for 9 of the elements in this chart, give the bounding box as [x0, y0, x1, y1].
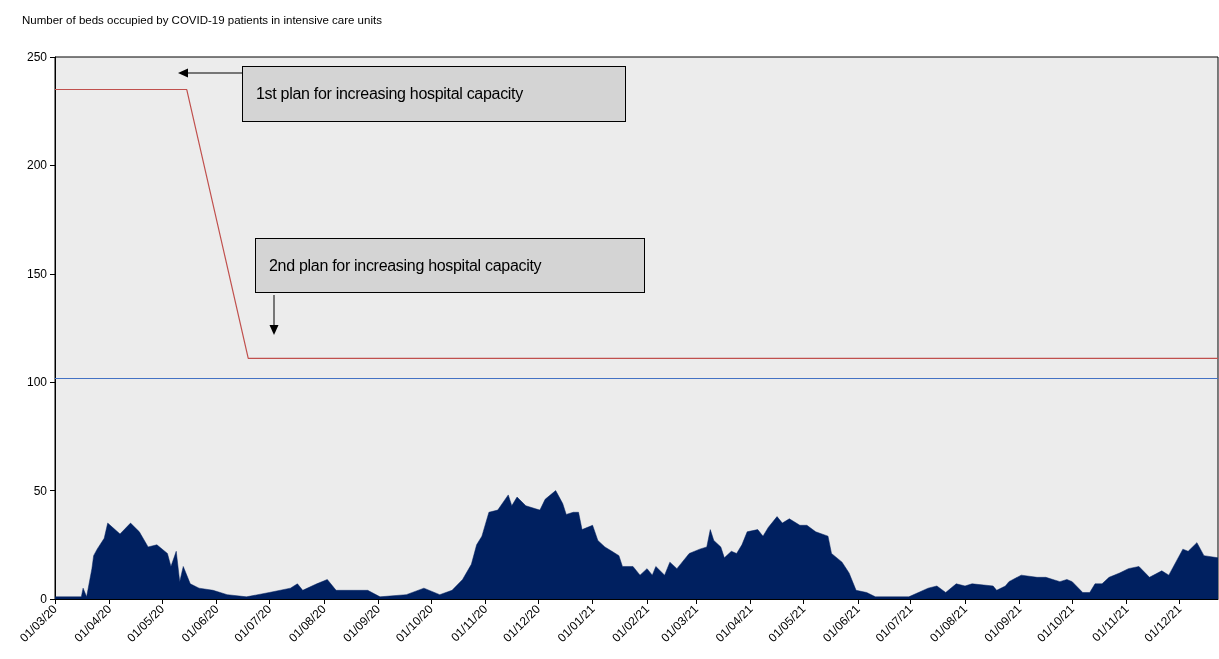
y-tick-label: 100	[26, 375, 48, 390]
y-tick-label: 50	[33, 483, 48, 498]
annotation: 2nd plan for increasing hospital capacity	[269, 256, 542, 275]
annotation: 1st plan for increasing hospital capacity	[256, 85, 523, 103]
y-tick-label: 0	[40, 592, 48, 606]
y-tick-label: 250	[26, 50, 48, 64]
chart-title: Number of beds occupied by COVID-19 patients in intensive care units	[22, 14, 382, 26]
y-tick-label: 150	[26, 266, 48, 281]
y-tick-label: 200	[26, 158, 48, 173]
